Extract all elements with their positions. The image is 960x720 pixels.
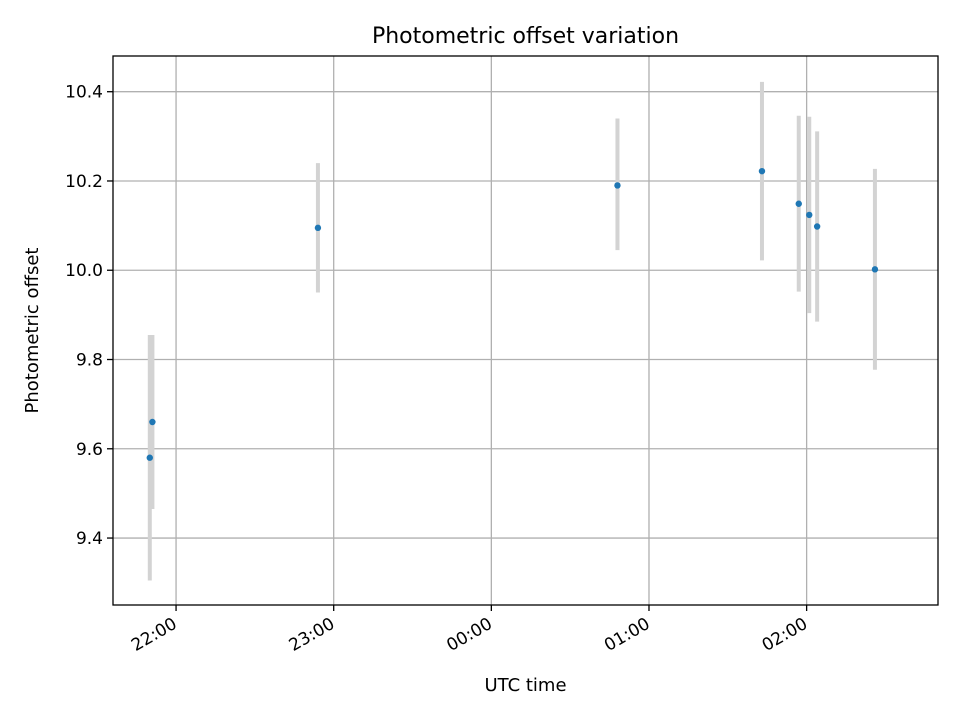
chart-title: Photometric offset variation [372,24,679,49]
y-tick-label: 10.2 [65,172,103,192]
x-axis-label: UTC time [484,675,566,696]
data-point [813,223,821,230]
y-tick-label: 10.0 [65,261,103,281]
y-tick-label: 9.8 [76,351,103,371]
data-point [795,200,802,207]
data-point [146,454,153,461]
y-ticks: 9.4 9.6 9.8 10.0 10.2 10.4 [65,83,113,549]
data-point [149,418,156,426]
data-point [314,224,322,232]
data-point [614,182,621,189]
data-point [806,211,813,219]
data-point [758,167,766,175]
y-tick-label: 9.6 [76,440,103,460]
y-tick-label: 10.4 [65,83,103,103]
y-axis-label: Photometric offset [22,248,43,414]
data-points [146,167,879,461]
data-point [871,266,879,273]
y-tick-label: 9.4 [76,529,103,549]
plot-frame [112,55,939,606]
